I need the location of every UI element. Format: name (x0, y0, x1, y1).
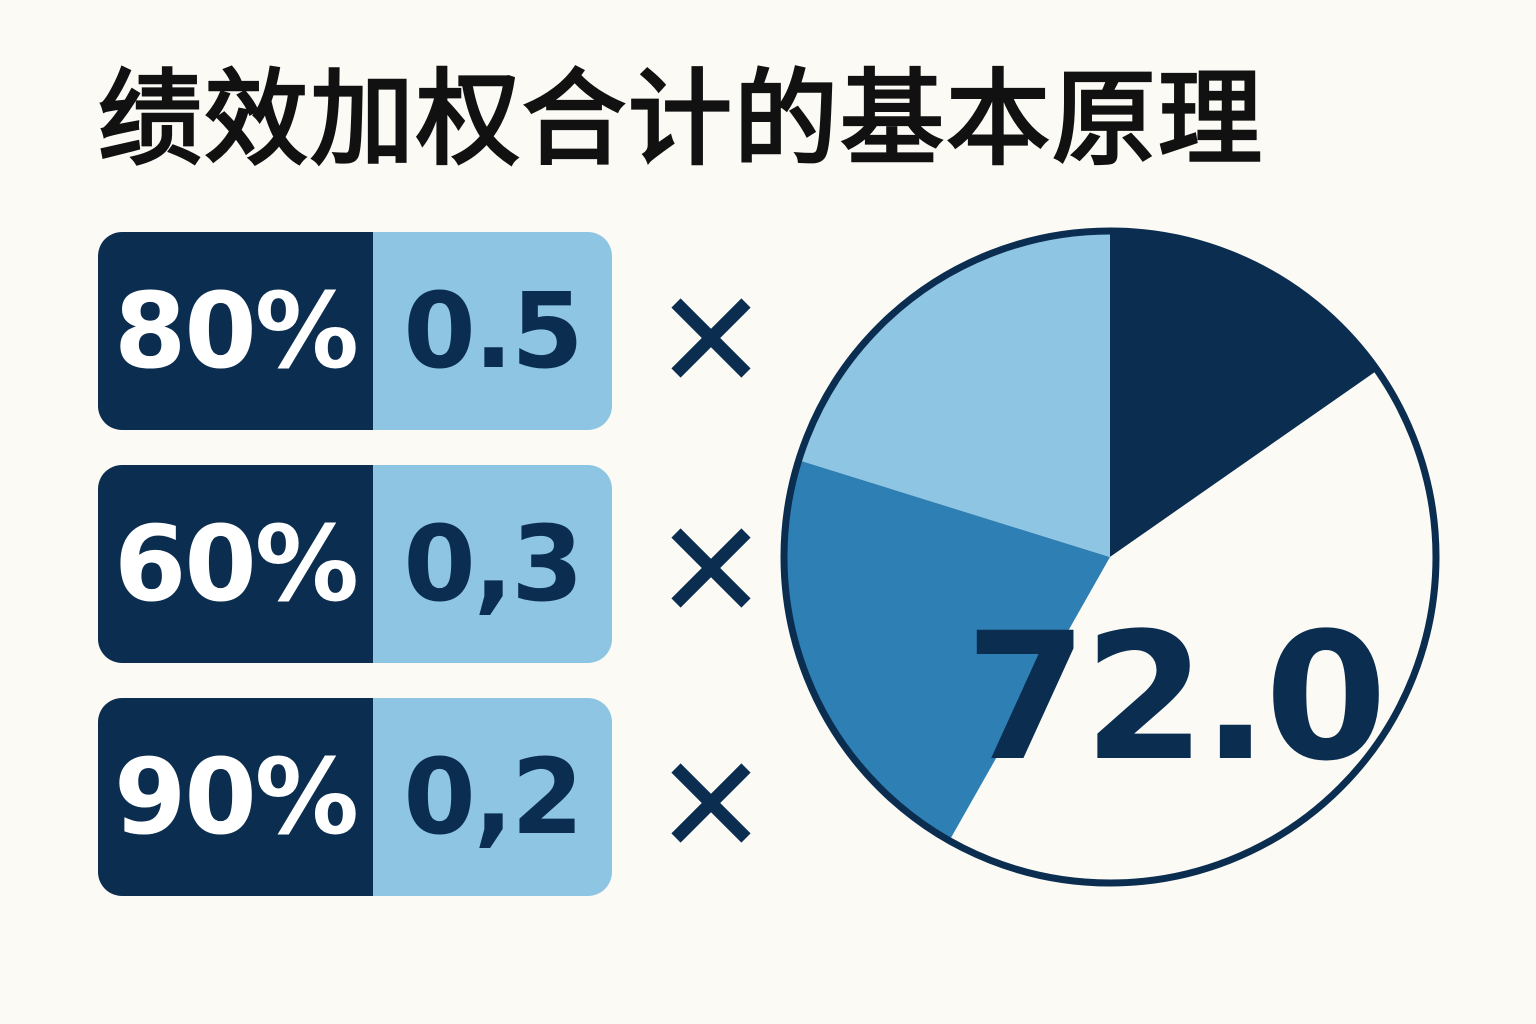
pie-outline (780, 227, 1440, 887)
pie-slice-3 (784, 460, 1110, 841)
pie-chart (780, 227, 1440, 887)
result-value: 72.0 (965, 595, 1387, 800)
multiply-icon (671, 298, 751, 378)
score-value: 60% (98, 465, 373, 663)
weight-value: 0,2 (373, 698, 612, 896)
page-title: 绩效加权合计的基本原理 (98, 58, 1265, 180)
score-weight-row-1: 80% 0.5 (98, 232, 612, 430)
pie-slice-4 (798, 231, 1110, 557)
pie-slice-1 (1110, 231, 1378, 557)
weight-value: 0,3 (373, 465, 612, 663)
score-weight-row-2: 60% 0,3 (98, 465, 612, 663)
weight-value: 0.5 (373, 232, 612, 430)
pie-slice-2 (949, 370, 1437, 884)
multiply-icon (671, 528, 751, 608)
score-value: 90% (98, 698, 373, 896)
score-value: 80% (98, 232, 373, 430)
score-weight-row-3: 90% 0,2 (98, 698, 612, 896)
multiply-icon (671, 763, 751, 843)
